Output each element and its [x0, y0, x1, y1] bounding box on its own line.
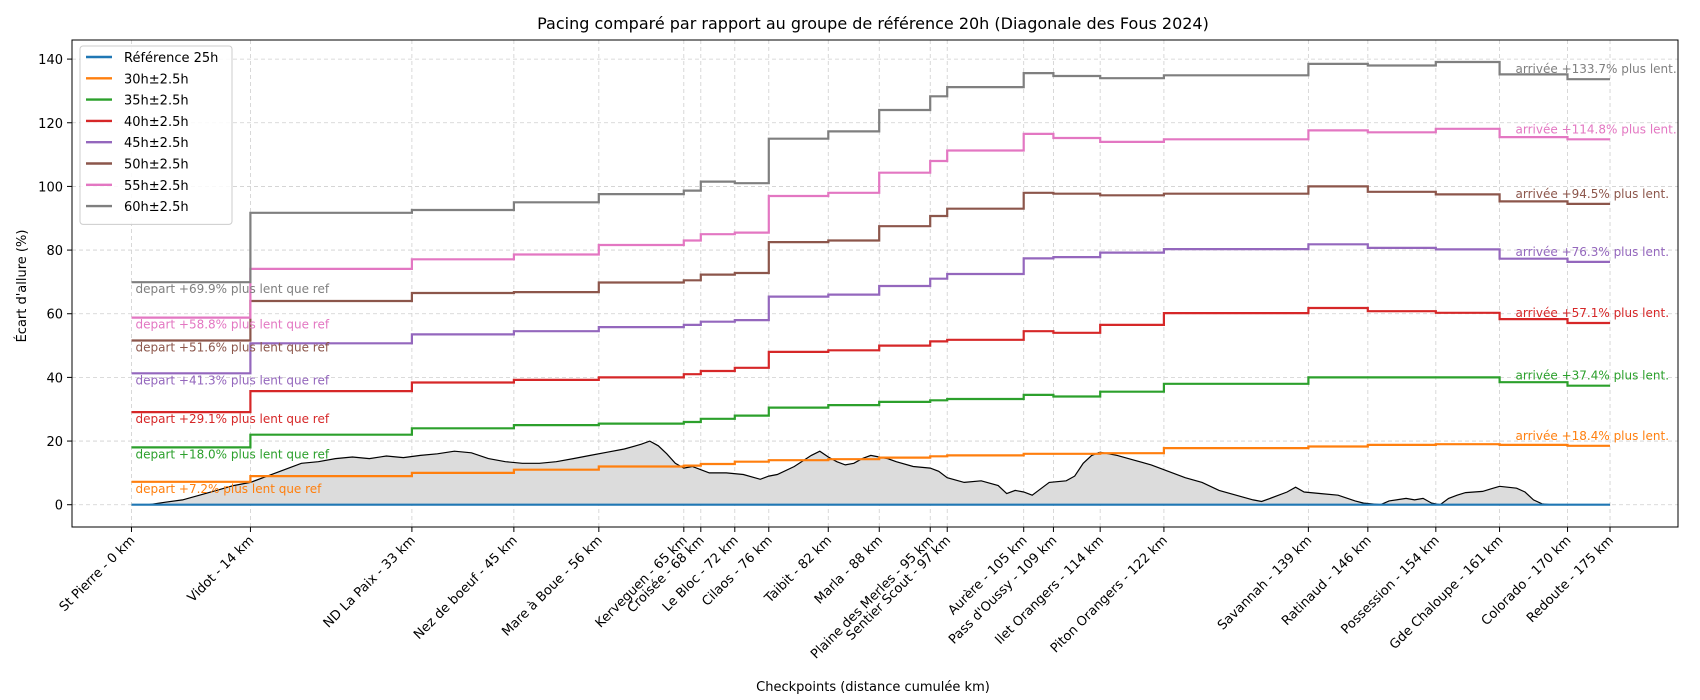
x-tick-label: Savannah - 139 km: [1215, 533, 1315, 633]
legend-box: [79, 45, 233, 225]
end-annotation-6: arrivée +114.8% plus lent.: [1516, 122, 1677, 136]
y-tick-label: 0: [55, 499, 63, 514]
y-axis-label: Écart d'allure (%): [14, 230, 30, 343]
start-annotation-1: depart +7.2% plus lent que ref: [135, 482, 322, 496]
chart-title: Pacing comparé par rapport au groupe de …: [537, 14, 1209, 33]
end-annotation-4: arrivée +76.3% plus lent.: [1516, 245, 1669, 259]
series-line-6: [131, 127, 1610, 319]
end-annotation-5: arrivée +94.5% plus lent.: [1516, 187, 1669, 201]
y-tick-label: 60: [46, 308, 63, 323]
series-line-1: [131, 443, 1610, 483]
elevation-profile-line: [131, 440, 1551, 506]
y-tick-label: 20: [46, 435, 63, 450]
x-tick-label: Kerveguen - 65 km: [593, 533, 691, 631]
end-annotation-1: arrivée +18.4% plus lent.: [1516, 429, 1669, 443]
plot-frame: [71, 39, 1679, 528]
legend-label-6: 55h±2.5h: [124, 179, 189, 194]
y-tick-label: 120: [38, 117, 63, 132]
start-annotation-5: depart +51.6% plus lent que ref: [135, 340, 329, 354]
x-tick-label: ND La Paix - 33 km: [321, 533, 419, 631]
y-tick-label: 40: [46, 371, 63, 386]
end-annotation-2: arrivée +37.4% plus lent.: [1516, 369, 1669, 383]
y-tick-label: 100: [38, 180, 63, 195]
legend-label-2: 35h±2.5h: [124, 94, 189, 109]
end-annotation-3: arrivée +57.1% plus lent.: [1516, 306, 1669, 320]
series-line-7: [131, 60, 1610, 284]
x-axis-label: Checkpoints (distance cumulée km): [756, 680, 990, 695]
start-annotation-4: depart +41.3% plus lent que ref: [135, 373, 329, 387]
start-annotation-3: depart +29.1% plus lent que ref: [135, 412, 329, 426]
series-line-5: [131, 185, 1610, 342]
series-line-3: [131, 306, 1610, 414]
end-annotation-7: arrivée +133.7% plus lent.: [1516, 62, 1677, 76]
start-annotation-2: depart +18.0% plus lent que ref: [135, 447, 329, 461]
legend-label-4: 45h±2.5h: [124, 136, 189, 151]
legend-label-1: 30h±2.5h: [124, 72, 189, 87]
x-tick-label: Piton Orangers - 122 km: [1048, 533, 1171, 656]
x-tick-label: Vidot - 14 km: [185, 533, 257, 605]
series-line-4: [131, 243, 1610, 375]
legend-label-3: 40h±2.5h: [124, 115, 189, 130]
y-tick-label: 80: [46, 244, 63, 259]
x-tick-label: Gde Chaloupe - 161 km: [1387, 533, 1506, 652]
start-annotation-7: depart +69.9% plus lent que ref: [135, 282, 329, 296]
elevation-area: [131, 441, 1551, 505]
legend-label-5: 50h±2.5h: [124, 158, 189, 173]
start-annotation-6: depart +58.8% plus lent que ref: [135, 318, 329, 332]
x-tick-label: St Pierre - 0 km: [57, 533, 139, 615]
y-tick-label: 140: [38, 53, 63, 68]
legend-label-0: Référence 25h: [124, 51, 218, 66]
legend-label-7: 60h±2.5h: [124, 200, 189, 215]
series-line-2: [131, 376, 1610, 449]
